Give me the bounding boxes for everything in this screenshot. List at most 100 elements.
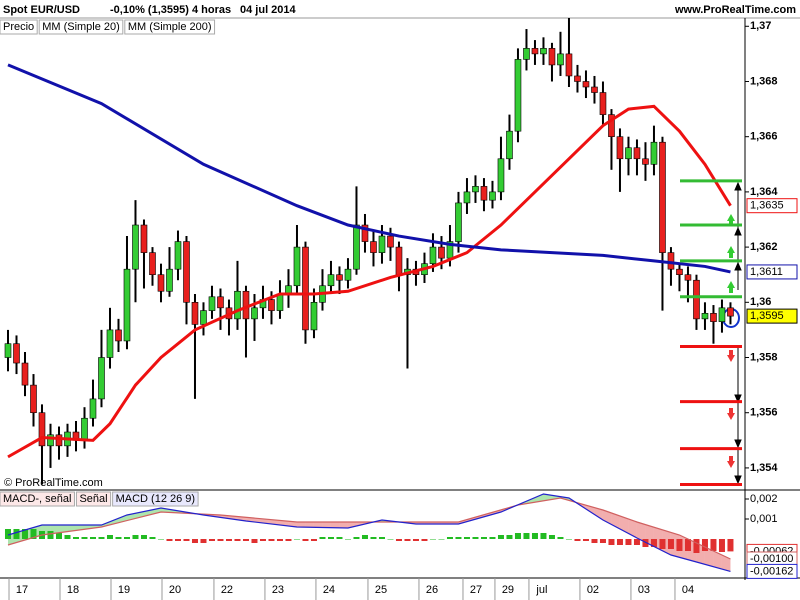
histogram-bar <box>30 529 37 539</box>
histogram-bar <box>251 539 258 543</box>
value-badge-label: 1,3611 <box>750 266 783 278</box>
value-badge-label: 1,3595 <box>750 310 784 322</box>
candle-body <box>676 268 683 276</box>
histogram-bar <box>310 539 317 541</box>
legend-entry: Señal <box>79 493 107 505</box>
y-tick-label: 1,362 <box>750 241 778 253</box>
candle-body <box>166 268 173 292</box>
candle-body <box>574 75 581 82</box>
candle-body <box>217 296 224 309</box>
histogram-bar <box>268 539 275 541</box>
candle-body <box>157 274 165 292</box>
x-tick-label: 25 <box>375 584 387 596</box>
copyright: © ProRealTime.com <box>4 477 103 489</box>
histogram-bar <box>395 539 402 541</box>
histogram-bar <box>387 539 394 540</box>
candle-body <box>701 313 709 320</box>
x-tick-label: 03 <box>638 584 650 596</box>
legend-entry: MM (Simple 20) <box>42 21 120 33</box>
histogram-bar <box>404 539 411 541</box>
candle-body <box>55 434 63 447</box>
x-tick-label: 23 <box>272 584 284 596</box>
candle-body <box>523 48 530 60</box>
histogram-bar <box>21 529 28 539</box>
candle-body <box>540 48 547 55</box>
legend-entry: MACD-, señal <box>3 493 71 505</box>
histogram-bar <box>285 539 292 541</box>
macd-signal-fill <box>704 547 714 567</box>
value-badge-label: 1,3635 <box>750 200 784 212</box>
candle-body <box>183 241 190 303</box>
histogram-bar <box>242 539 249 541</box>
histogram-bar <box>718 539 725 552</box>
macd-signal-fill <box>628 519 637 538</box>
histogram-bar <box>157 539 164 540</box>
y-tick-label: 1,368 <box>750 75 778 87</box>
histogram-bar <box>650 539 657 547</box>
change: -0,10% (1,3595) <box>110 4 189 16</box>
histogram-bar <box>234 539 241 541</box>
macd-signal-fill <box>534 494 544 503</box>
histogram-bar <box>412 539 419 541</box>
legend-box <box>75 491 112 507</box>
histogram-bar <box>47 531 54 539</box>
value-badge-label: -0,00100 <box>750 553 793 565</box>
candle-body <box>438 246 445 259</box>
histogram-bar <box>727 539 734 552</box>
histogram-bar <box>259 539 266 541</box>
histogram-bar <box>4 529 11 539</box>
histogram-bar <box>421 539 428 541</box>
candle-body <box>123 268 131 342</box>
histogram-bar <box>302 539 309 541</box>
histogram-bar <box>293 539 300 540</box>
y-tick-label: 0,001 <box>750 513 778 525</box>
y-tick-label: 1,356 <box>750 407 778 419</box>
histogram-bar <box>693 539 700 553</box>
macd-signal-fill <box>543 494 552 501</box>
histogram-bar <box>191 539 198 543</box>
macd-signal-fill <box>713 551 722 570</box>
candle-body <box>693 279 700 320</box>
x-tick-label: 17 <box>16 584 28 596</box>
histogram-bar <box>540 533 547 539</box>
legend-box <box>0 491 75 507</box>
x-tick-label: 02 <box>587 584 599 596</box>
candle-body <box>370 241 377 253</box>
macd-signal-fill <box>58 525 68 533</box>
line-series <box>7 497 731 560</box>
value-badge <box>746 563 798 579</box>
candle-body <box>565 53 573 77</box>
x-tick-label: jul <box>535 584 547 596</box>
macd-signal-fill <box>313 522 323 528</box>
candle-body <box>310 302 318 331</box>
candle-body <box>21 362 29 386</box>
y-tick-label: 1,36 <box>750 296 771 308</box>
histogram-bar <box>642 539 649 547</box>
histogram-bar <box>514 533 521 539</box>
candle-body <box>344 268 352 281</box>
y-tick-label: 1,364 <box>750 186 778 198</box>
histogram-bar <box>140 535 147 539</box>
x-tick-label: 18 <box>67 584 79 596</box>
y-tick-label: 1,354 <box>750 462 778 474</box>
histogram-bar <box>72 537 79 539</box>
candle-body <box>361 224 369 242</box>
value-badge <box>746 264 798 280</box>
candle-body <box>98 357 105 400</box>
y-tick-label: 1,358 <box>750 351 778 363</box>
candle-body <box>710 313 717 322</box>
histogram-bar <box>667 539 674 549</box>
candle-body <box>489 191 496 201</box>
histogram-bar <box>676 539 683 551</box>
macd-signal-fill <box>619 516 629 534</box>
candle-body <box>497 158 505 193</box>
candle-body <box>684 274 692 281</box>
x-tick-label: 26 <box>426 584 438 596</box>
histogram-bar <box>55 533 62 539</box>
candle-body <box>472 186 479 193</box>
candle-body <box>395 246 403 276</box>
date: 04 jul 2014 <box>240 4 297 16</box>
histogram-bar <box>225 539 232 541</box>
y-tick-label: 0,002 <box>750 493 778 505</box>
histogram-bar <box>208 539 215 541</box>
